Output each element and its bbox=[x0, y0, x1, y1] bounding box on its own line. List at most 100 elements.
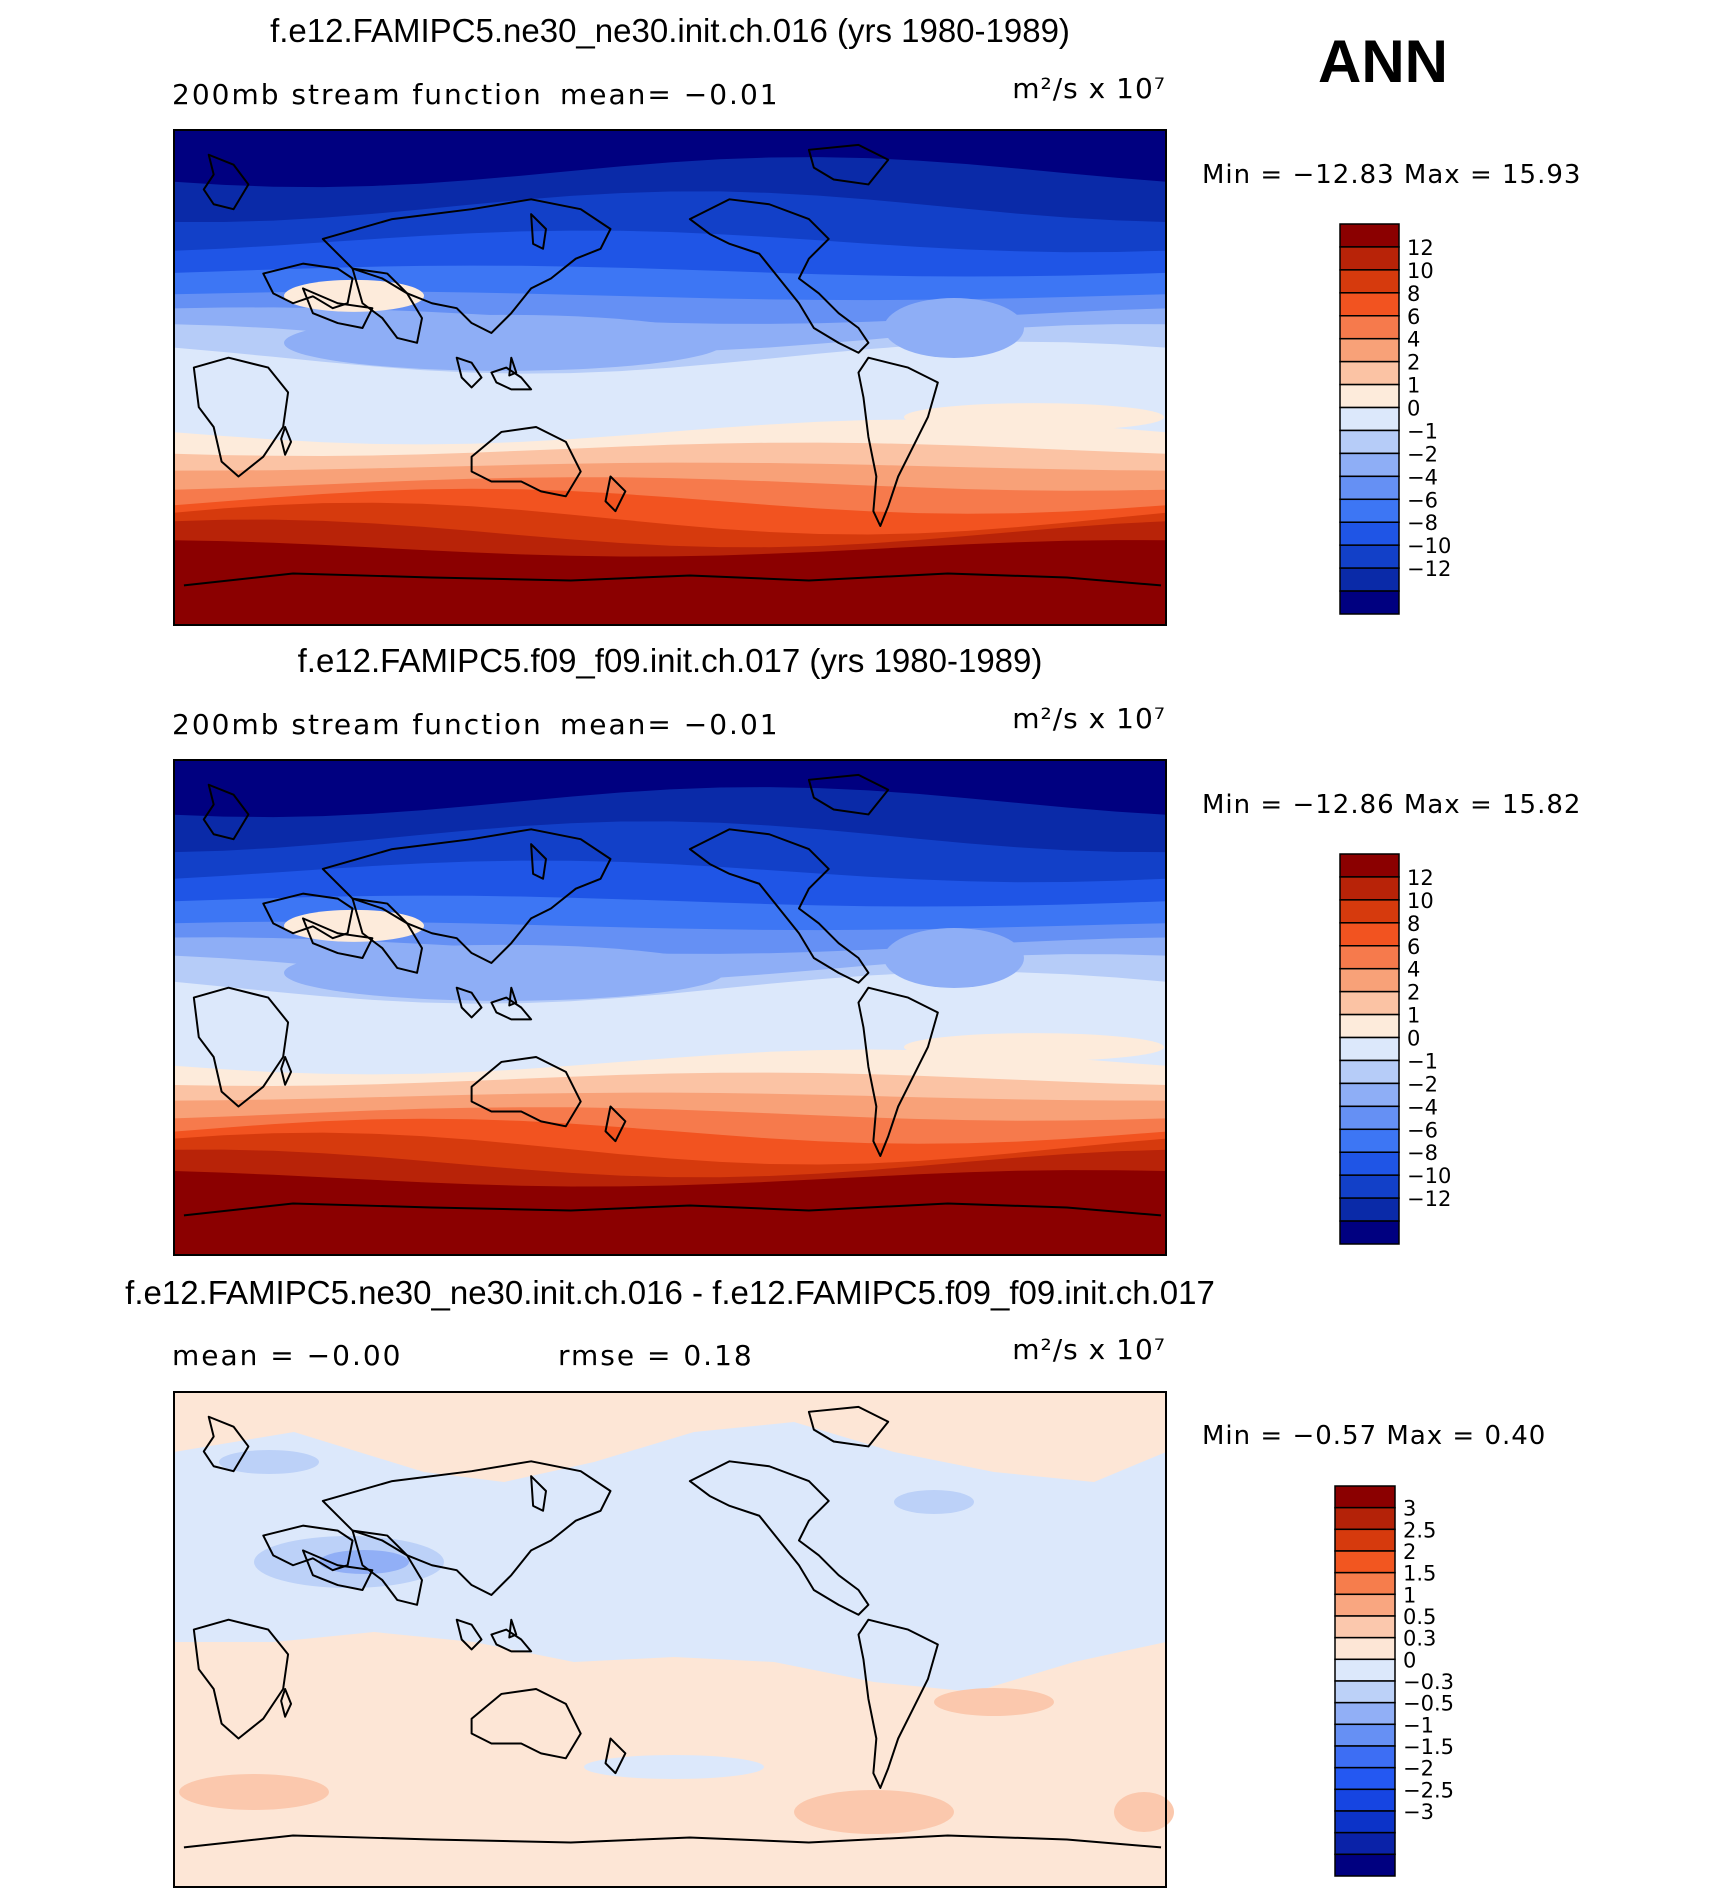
colorbar-swatch bbox=[1339, 521, 1400, 546]
colorbar-label: 2 bbox=[1407, 351, 1420, 375]
colorbar-swatch bbox=[1339, 292, 1400, 317]
colorbar-label: 0 bbox=[1403, 1648, 1416, 1672]
colorbar-swatch bbox=[1339, 567, 1400, 592]
contour-blob bbox=[884, 298, 1024, 358]
colorbar-label: −1 bbox=[1403, 1713, 1434, 1737]
colorbar-label: 10 bbox=[1407, 259, 1434, 283]
contour-blob bbox=[284, 314, 724, 371]
colorbar-swatch bbox=[1339, 383, 1400, 409]
contour-band bbox=[174, 1422, 1166, 1692]
colorbar-label: 6 bbox=[1407, 935, 1420, 959]
colorbar-label: −1 bbox=[1407, 419, 1438, 443]
colorbar-label: −10 bbox=[1407, 534, 1451, 558]
colorbar-swatch bbox=[1339, 1036, 1400, 1062]
colorbar-swatch bbox=[1339, 406, 1400, 432]
panel-mean: mean= −0.01 bbox=[560, 708, 780, 741]
colorbar-label: 3 bbox=[1403, 1497, 1416, 1521]
colorbar-swatch bbox=[1339, 223, 1400, 248]
colorbar-swatch bbox=[1339, 429, 1400, 455]
contour-blob bbox=[904, 1033, 1164, 1062]
colorbar-label: 2 bbox=[1407, 981, 1420, 1005]
colorbar-swatch bbox=[1334, 1550, 1396, 1574]
colorbar-swatch bbox=[1339, 246, 1400, 271]
map-field-2 bbox=[173, 759, 1167, 1256]
panel-variable: 200mb stream function bbox=[172, 78, 543, 111]
colorbar-label: −2 bbox=[1407, 1072, 1438, 1096]
colorbar-swatch bbox=[1339, 590, 1400, 615]
colorbar-label: 6 bbox=[1407, 305, 1420, 329]
map-frame bbox=[173, 759, 1167, 1256]
contour-band bbox=[174, 540, 1166, 625]
colorbar-swatch bbox=[1334, 1766, 1396, 1791]
season-label: ANN bbox=[1318, 28, 1448, 95]
colorbar-swatch bbox=[1334, 1658, 1396, 1682]
colorbar-swatch bbox=[1334, 1788, 1396, 1812]
colorbar-swatch bbox=[1339, 922, 1400, 947]
colorbar-label: −8 bbox=[1407, 511, 1438, 535]
colorbar-label: 0 bbox=[1407, 1027, 1420, 1051]
colorbar-swatch bbox=[1334, 1831, 1396, 1856]
contour-blob bbox=[934, 1688, 1054, 1716]
colorbar-swatch bbox=[1339, 269, 1400, 294]
panel-minmax: Min = −12.83 Max = 15.93 bbox=[1202, 160, 1581, 190]
colorbar-swatch bbox=[1334, 1723, 1396, 1747]
panel-variable: 200mb stream function bbox=[172, 708, 543, 741]
contour-blob bbox=[794, 1790, 954, 1834]
contour-blob bbox=[884, 928, 1024, 988]
colorbar-swatch bbox=[1339, 360, 1400, 386]
colorbar-swatch bbox=[1339, 853, 1400, 878]
colorbar-label: −4 bbox=[1407, 465, 1438, 489]
colorbar-label: 1 bbox=[1403, 1583, 1416, 1607]
colorbar-swatch bbox=[1339, 1082, 1400, 1108]
contour-blob bbox=[284, 279, 424, 312]
colorbar-swatch bbox=[1339, 498, 1400, 523]
colorbar-swatch bbox=[1339, 967, 1400, 993]
colorbar-swatch bbox=[1339, 1059, 1400, 1085]
colorbar-label: 4 bbox=[1407, 958, 1420, 982]
colorbar-label: −1 bbox=[1407, 1049, 1438, 1073]
colorbar-swatch bbox=[1339, 452, 1400, 478]
panel-rmse: rmse = 0.18 bbox=[558, 1339, 754, 1372]
contour-blob bbox=[1114, 1792, 1174, 1832]
colorbar-label: 0.5 bbox=[1403, 1605, 1436, 1629]
colorbar-label: −12 bbox=[1407, 557, 1451, 581]
colorbar-swatch bbox=[1334, 1701, 1396, 1726]
colorbar-3: 32.521.510.50.30−0.3−0.5−1−1.5−2−2.5−3 bbox=[1334, 1485, 1454, 1877]
colorbar-label: 10 bbox=[1407, 889, 1434, 913]
panel-minmax: Min = −0.57 Max = 0.40 bbox=[1202, 1421, 1546, 1451]
colorbar-swatch bbox=[1339, 1013, 1400, 1039]
colorbar-swatch bbox=[1339, 1220, 1400, 1245]
panel-mean: mean= −0.01 bbox=[560, 78, 780, 111]
colorbar-swatch bbox=[1339, 1105, 1400, 1131]
colorbar-swatch bbox=[1334, 1810, 1396, 1834]
colorbar-label: −6 bbox=[1407, 1118, 1438, 1142]
colorbar-label: 8 bbox=[1407, 912, 1420, 936]
colorbar-swatch bbox=[1339, 990, 1400, 1016]
colorbar-label: −2 bbox=[1403, 1757, 1434, 1781]
colorbar-label: −2 bbox=[1407, 442, 1438, 466]
colorbar-label: −6 bbox=[1407, 488, 1438, 512]
panel-title: f.e12.FAMIPC5.ne30_ne30.init.ch.016 (yrs… bbox=[270, 12, 1070, 49]
colorbar-swatch bbox=[1334, 1593, 1396, 1617]
colorbar-swatch bbox=[1339, 315, 1400, 340]
colorbar-swatch bbox=[1339, 337, 1400, 363]
map-field-1 bbox=[173, 129, 1167, 626]
colorbar-label: 8 bbox=[1407, 282, 1420, 306]
contour-blob bbox=[219, 1450, 319, 1474]
colorbar-swatch bbox=[1334, 1745, 1396, 1769]
colorbar-label: 12 bbox=[1407, 866, 1434, 890]
colorbar-swatch bbox=[1334, 1853, 1396, 1877]
contour-blob bbox=[894, 1490, 974, 1514]
panel-title: f.e12.FAMIPC5.ne30_ne30.init.ch.016 - f.… bbox=[125, 1274, 1215, 1311]
colorbar-swatch bbox=[1339, 1174, 1400, 1199]
colorbar-swatch bbox=[1339, 945, 1400, 970]
panel-mean: mean = −0.00 bbox=[172, 1339, 402, 1372]
colorbar-label: 2.5 bbox=[1403, 1518, 1436, 1542]
colorbar-swatch bbox=[1334, 1615, 1396, 1639]
colorbar-swatch bbox=[1334, 1485, 1396, 1509]
colorbar-swatch bbox=[1334, 1571, 1396, 1596]
colorbar-label: −12 bbox=[1407, 1187, 1451, 1211]
contour-blob bbox=[284, 944, 724, 1001]
